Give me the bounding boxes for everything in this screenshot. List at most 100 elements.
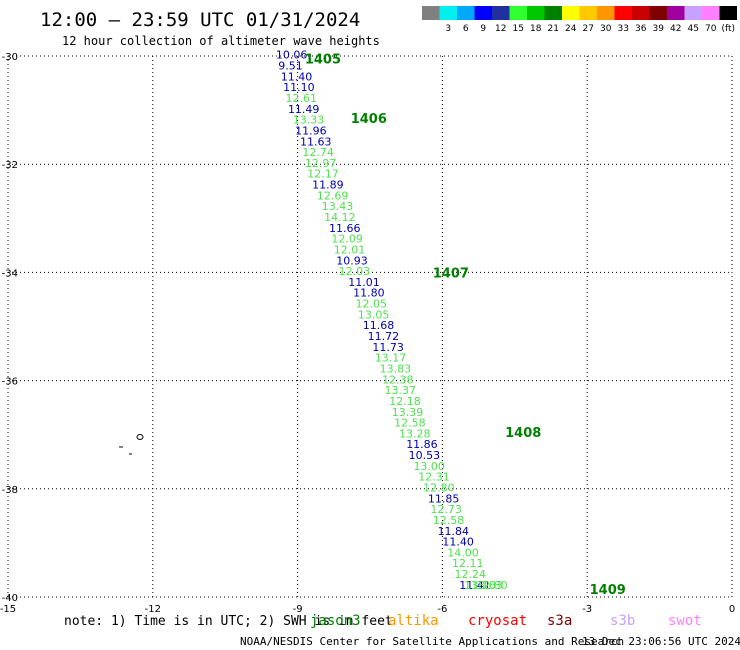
legend-label: 42	[670, 24, 681, 34]
legend-swatch	[632, 6, 650, 20]
wave-height-label: 11.89	[312, 179, 344, 192]
wave-height-label: 11.80	[353, 287, 385, 300]
wave-height-label: 12.69	[317, 189, 349, 202]
legend-swatch	[509, 6, 527, 20]
wave-height-label: 13.37	[384, 384, 416, 397]
grid-lines	[7, 55, 733, 598]
legend-swatch	[457, 6, 475, 20]
wave-height-label: 13.00	[413, 460, 445, 473]
wave-height-label: 12.58	[394, 417, 426, 430]
plot-area: -15 -12 -9 -6 -3 0-30-32-34-36-38-40 10.069.5…	[0, 49, 735, 615]
wave-height-label: 10.06	[276, 49, 308, 62]
wave-height-label: 14.12	[324, 211, 356, 224]
wave-height-label: 11.85	[428, 492, 460, 505]
legend-label: 45	[688, 24, 699, 34]
legend-label: 3	[445, 24, 451, 34]
chart-subtitle: 12 hour collection of altimeter wave hei…	[62, 34, 380, 48]
legend-swatch	[667, 6, 685, 20]
pass-number-label: 1408	[505, 426, 541, 441]
y-tick-label: -38	[2, 485, 18, 496]
wave-height-label: 14.00	[447, 546, 479, 559]
wave-height-label: 12.01	[334, 243, 366, 256]
wave-height-label: 11.01	[348, 276, 380, 289]
wave-height-label: 11.49	[288, 103, 320, 116]
legend-label: 9	[480, 24, 486, 34]
x-tick-label: 0	[729, 604, 735, 615]
legend-swatch	[544, 6, 562, 20]
pass-number-label: 1406	[351, 112, 387, 127]
legend-label: 70	[705, 24, 717, 34]
wave-height-label: 11.73	[372, 341, 404, 354]
satellite-legend: jason3 altika cryosat s3a s3b swot	[310, 613, 702, 629]
wave-height-label: 13.16	[464, 579, 496, 592]
legend-swatch	[422, 6, 440, 20]
wave-height-label: 11.10	[283, 81, 315, 94]
wave-height-label: 9.51	[278, 60, 303, 73]
legend-label: (ft)	[721, 24, 735, 34]
wave-height-label: 12.31	[418, 471, 450, 484]
y-tick-label: -40	[2, 593, 18, 604]
wave-height-label: 12.18	[389, 395, 421, 408]
wave-height-label: 11.86	[406, 438, 438, 451]
wave-height-label: 11.66	[329, 222, 361, 235]
wave-height-label: 13.05	[358, 308, 390, 321]
island-shape	[136, 434, 144, 440]
pass-number-label: 1407	[433, 266, 469, 281]
wave-height-label: 13.83	[380, 362, 412, 375]
axes: -15 -12 -9 -6 -3 0-30-32-34-36-38-40	[0, 52, 735, 615]
x-tick-label: -12	[145, 604, 161, 615]
y-tick-label: -36	[2, 377, 18, 388]
wave-height-label: 13.28	[399, 427, 431, 440]
wave-height-label: 13.03	[471, 579, 503, 592]
y-tick-label: -32	[2, 160, 18, 171]
wave-height-label: 10.93	[336, 254, 368, 267]
satellite-name-s3a: s3a	[547, 613, 572, 629]
legend-label: 18	[530, 24, 542, 34]
wave-height-label: 10.53	[409, 449, 441, 462]
y-tick-label: -34	[2, 268, 18, 279]
wave-height-label: 12.73	[430, 503, 462, 516]
legend-swatch	[474, 6, 492, 20]
satellite-name-cryosat: cryosat	[468, 613, 527, 629]
color-scale-legend: 3 6 9 12 15 18 21 24 27 30 33 36 39 42 45 70 (ft)	[422, 6, 737, 34]
satellite-name-altika: altika	[388, 613, 439, 629]
x-tick-label: -3	[582, 604, 592, 615]
legend-label: 30	[600, 24, 612, 34]
wave-height-label: 12.74	[302, 146, 334, 159]
wave-height-label: 11.68	[363, 319, 395, 332]
wave-height-label: 12.05	[356, 298, 388, 311]
footer-credit: NOAA/NESDIS Center for Satellite Applica…	[240, 635, 624, 648]
legend-swatch	[597, 6, 615, 20]
legend-swatch	[719, 6, 737, 20]
legend-label: 21	[548, 24, 559, 34]
wave-height-label: 12.11	[452, 557, 484, 570]
wave-height-label: 13.33	[293, 114, 325, 127]
legend-swatch	[649, 6, 667, 20]
wave-height-label: 12.24	[454, 568, 486, 581]
wave-height-label: 12.80	[476, 579, 508, 592]
wave-height-label: 12.80	[423, 482, 455, 495]
wave-height-label: 11.40	[281, 70, 313, 83]
wave-height-label: 11.41	[459, 579, 491, 592]
note-text: note: 1) Time is in UTC; 2) SWH is in fe…	[64, 614, 393, 629]
wave-height-label: 12.17	[307, 168, 339, 181]
satellite-name-swot: swot	[668, 613, 702, 629]
wave-height-label: 12.58	[433, 514, 465, 527]
wave-height-label: 11.84	[438, 525, 470, 538]
y-tick-label: -30	[2, 52, 18, 63]
wave-height-label: 12.61	[286, 92, 318, 105]
legend-swatch	[492, 6, 510, 20]
satellite-name-jason3: jason3	[310, 613, 361, 629]
wave-height-label: 11.63	[300, 135, 332, 148]
island-outline	[119, 434, 144, 455]
pass-number-label: 1405	[305, 53, 341, 68]
wave-height-labels: 10.069.5111.4011.1012.6111.4913.3311.961…	[276, 49, 508, 592]
pass-labels: 1405 1406 1407 1408 1409	[305, 53, 626, 598]
legend-swatch	[562, 6, 580, 20]
legend-label: 24	[565, 24, 577, 34]
legend-swatch	[579, 6, 597, 20]
wave-height-label: 11.72	[368, 330, 400, 343]
pass-number-label: 1409	[590, 583, 626, 598]
legend-label: 6	[463, 24, 469, 34]
